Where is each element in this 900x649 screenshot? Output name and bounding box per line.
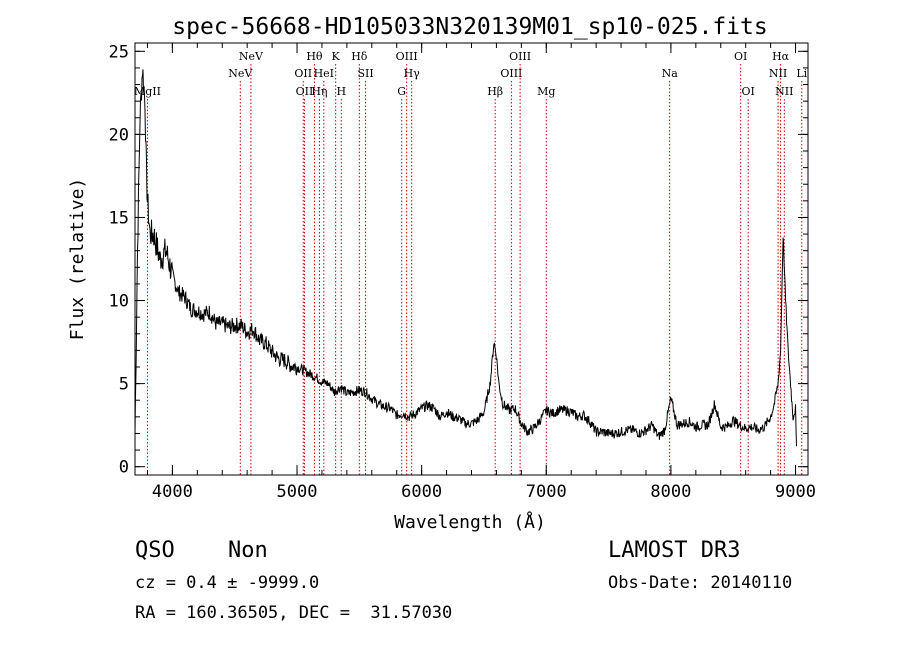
line-marker-label: Hη [311, 85, 327, 98]
line-marker-layer: MgII NeV NeV OII OII Hθ HeI Hη K H Hδ SII OIII Hγ G Hβ O… [134, 50, 808, 475]
y-tick-label: 25 [109, 42, 129, 62]
x-axis: 4000 5000 6000 7000 8000 9000 [146, 43, 816, 502]
spectrum-line [134, 69, 797, 447]
obs-date: Obs-Date: 20140110 [608, 573, 793, 593]
y-tick-label: 10 [109, 292, 129, 312]
line-marker-label: Na [662, 67, 679, 80]
x-tick-label: 7000 [526, 482, 567, 502]
y-axis: 0 5 10 15 20 25 [109, 42, 808, 478]
line-marker-label: SII [357, 67, 373, 80]
spectrum-layer [134, 69, 797, 447]
line-marker-label: OIII [396, 50, 418, 63]
y-tick-label: 15 [109, 208, 129, 228]
line-marker-label: G [397, 85, 406, 98]
line-marker-label: K [332, 50, 341, 63]
line-marker-label: NeV [228, 67, 253, 80]
line-marker-label: Hγ [404, 67, 421, 80]
x-tick-label: 4000 [152, 482, 193, 502]
line-marker-label: OI [741, 85, 754, 98]
line-marker-label: HeI [314, 67, 334, 80]
x-tick-label: 8000 [650, 482, 691, 502]
line-marker-label: H [336, 85, 346, 98]
line-marker-label: Hθ [306, 50, 323, 63]
x-tick-label: 9000 [775, 482, 816, 502]
x-axis-label: Wavelength (Å) [394, 511, 546, 533]
y-tick-label: 0 [119, 458, 129, 478]
object-class: QSO [135, 538, 175, 563]
y-axis-label: Flux (relative) [67, 178, 88, 341]
line-marker-label: OI [734, 50, 747, 63]
line-marker-label: OIII [509, 50, 531, 63]
line-marker-label: OII [294, 67, 312, 80]
line-marker-label: Hδ [351, 50, 368, 63]
plot-frame [134, 42, 809, 476]
object-subclass: Non [228, 538, 268, 563]
line-marker-label: OII [296, 85, 314, 98]
line-marker-label: NII [775, 85, 793, 98]
line-marker-label: NeV [239, 50, 264, 63]
y-tick-label: 5 [119, 375, 129, 395]
line-marker-label: OIII [500, 67, 522, 80]
x-tick-label: 6000 [401, 482, 442, 502]
line-marker-label: Hβ [487, 85, 503, 98]
coordinates: RA = 160.36505, DEC = 31.57030 [135, 603, 453, 623]
line-marker-label: NII [769, 67, 787, 80]
line-marker-label: Hα [772, 50, 790, 63]
survey-name: LAMOST DR3 [608, 538, 741, 563]
line-marker-label: MgII [134, 85, 161, 98]
x-tick-label: 5000 [277, 482, 318, 502]
y-tick-label: 20 [109, 125, 129, 145]
line-marker-label: Li [796, 67, 807, 80]
chart-title: spec-56668-HD105033N320139M01_sp10-025.f… [172, 14, 767, 40]
line-marker-label: Mg [537, 85, 555, 98]
redshift-text: cz = 0.4 ± -9999.0 [135, 573, 320, 593]
